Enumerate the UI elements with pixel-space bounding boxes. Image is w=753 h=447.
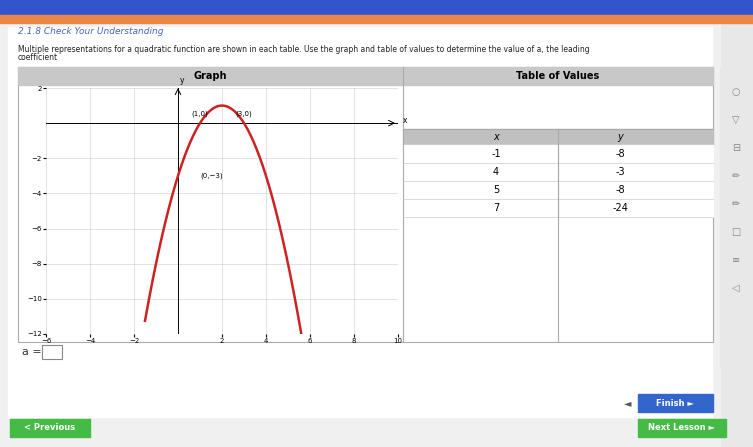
Text: (1,0): (1,0) <box>191 110 209 117</box>
Text: 2.1.8 Check Your Understanding: 2.1.8 Check Your Understanding <box>18 28 163 37</box>
Bar <box>638 394 713 412</box>
Text: y: y <box>180 76 184 85</box>
Text: ≡: ≡ <box>732 255 740 265</box>
Bar <box>403 129 713 145</box>
Text: ◄: ◄ <box>624 398 632 408</box>
Text: -24: -24 <box>612 203 628 213</box>
Text: x: x <box>493 132 499 142</box>
Text: Table of Values: Table of Values <box>517 71 599 81</box>
Text: ✏: ✏ <box>732 171 740 181</box>
Bar <box>0 15 753 23</box>
Text: □: □ <box>731 227 741 237</box>
Bar <box>18 67 403 85</box>
Bar <box>720 67 753 367</box>
Text: ◁: ◁ <box>732 283 739 293</box>
Text: (0,−3): (0,−3) <box>200 173 223 179</box>
Bar <box>403 163 713 181</box>
Bar <box>638 419 726 437</box>
Bar <box>403 145 713 163</box>
Text: 4: 4 <box>493 167 499 177</box>
Text: Next Lesson ►: Next Lesson ► <box>648 423 715 433</box>
Text: -1: -1 <box>491 149 501 159</box>
Text: -8: -8 <box>615 185 625 195</box>
Bar <box>10 419 90 437</box>
Text: -8: -8 <box>615 149 625 159</box>
Text: Graph: Graph <box>194 71 227 81</box>
Text: ✏: ✏ <box>732 199 740 209</box>
Text: x: x <box>402 116 407 125</box>
Bar <box>0 0 753 15</box>
Bar <box>403 67 713 85</box>
Text: coefficient: coefficient <box>18 54 58 63</box>
Text: y: y <box>617 132 623 142</box>
Text: Finish ►: Finish ► <box>656 398 694 408</box>
Text: a =: a = <box>22 347 41 357</box>
Bar <box>403 181 713 199</box>
Text: ⊟: ⊟ <box>732 143 740 153</box>
Text: ▽: ▽ <box>732 115 739 125</box>
Text: (3,0): (3,0) <box>236 110 252 117</box>
Bar <box>403 199 713 217</box>
Text: ○: ○ <box>732 87 740 97</box>
Bar <box>8 27 712 417</box>
Bar <box>42 345 62 359</box>
Bar <box>18 67 713 342</box>
Text: < Previous: < Previous <box>24 423 75 433</box>
Text: Multiple representations for a quadratic function are shown in each table. Use t: Multiple representations for a quadratic… <box>18 45 590 54</box>
Text: -3: -3 <box>615 167 625 177</box>
Text: 5: 5 <box>493 185 499 195</box>
Text: 7: 7 <box>493 203 499 213</box>
